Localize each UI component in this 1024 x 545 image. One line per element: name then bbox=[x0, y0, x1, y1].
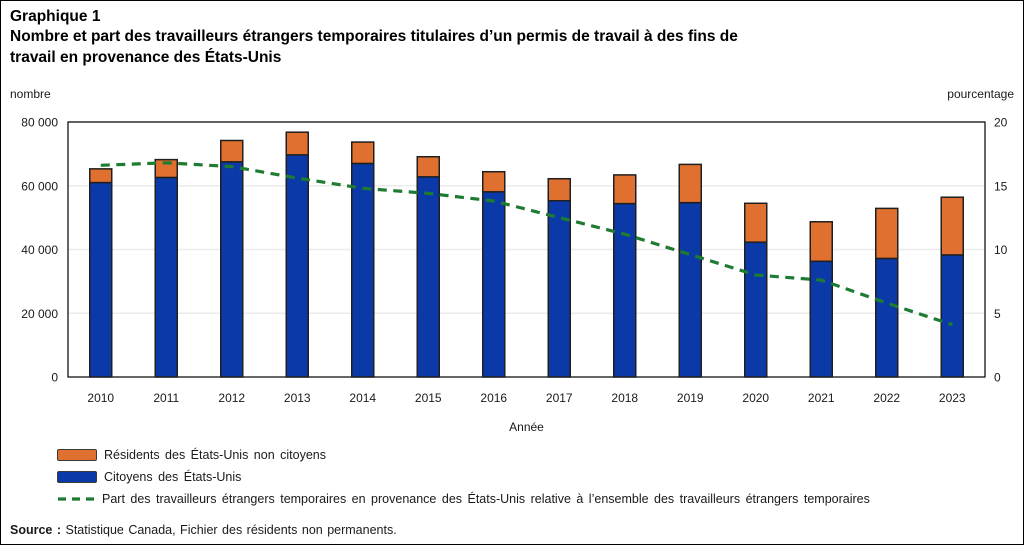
bar-residents-2018 bbox=[613, 174, 637, 205]
left-axis-tick: 60 000 bbox=[21, 179, 58, 193]
source-text: Statistique Canada, Fichier des résident… bbox=[61, 523, 397, 537]
source-note: Source : Statistique Canada, Fichier des… bbox=[10, 523, 397, 537]
dashed-line-swatch-icon bbox=[58, 497, 96, 501]
figure-number: Graphique 1 bbox=[10, 8, 101, 25]
right-axis-tick: 0 bbox=[994, 371, 1001, 385]
bar-residents-2013 bbox=[285, 131, 309, 156]
bar-residents-2022 bbox=[875, 207, 899, 260]
citizens-swatch-icon bbox=[57, 471, 97, 483]
bar-citoyens-2012 bbox=[220, 161, 244, 378]
x-axis-tick: 2023 bbox=[939, 391, 966, 405]
x-axis-tick: 2018 bbox=[611, 391, 638, 405]
bar-citoyens-2018 bbox=[613, 202, 637, 378]
title-block: Graphique 1 Nombre et part des travaille… bbox=[10, 7, 1010, 68]
bar-citoyens-2017 bbox=[547, 199, 571, 378]
bar-citoyens-2020 bbox=[744, 241, 768, 378]
bar-citoyens-2013 bbox=[285, 154, 309, 378]
x-axis-tick: 2014 bbox=[349, 391, 376, 405]
x-axis-tick: 2017 bbox=[546, 391, 573, 405]
bar-residents-2020 bbox=[744, 202, 768, 243]
bar-residents-2012 bbox=[220, 139, 244, 163]
bar-citoyens-2019 bbox=[678, 201, 702, 378]
bar-citoyens-2010 bbox=[89, 181, 113, 378]
x-axis-tick: 2015 bbox=[415, 391, 442, 405]
legend-item-share-line: Part des travailleurs étrangers temporai… bbox=[57, 488, 870, 510]
bar-citoyens-2015 bbox=[416, 176, 440, 378]
right-axis-tick: 20 bbox=[994, 116, 1008, 130]
share-line bbox=[100, 161, 953, 327]
x-axis-tick: 2022 bbox=[873, 391, 900, 405]
right-axis-tick: 5 bbox=[994, 307, 1001, 321]
bar-citoyens-2014 bbox=[351, 162, 375, 378]
residents-swatch-icon bbox=[57, 449, 97, 461]
x-axis-tick: 2013 bbox=[284, 391, 311, 405]
bar-residents-2015 bbox=[416, 155, 440, 178]
left-axis-tick: 0 bbox=[51, 371, 58, 385]
bar-residents-2014 bbox=[351, 141, 375, 165]
bar-residents-2017 bbox=[547, 177, 571, 202]
legend-label-citizens: Citoyens des États-Unis bbox=[104, 470, 242, 484]
x-axis-tick: 2011 bbox=[153, 391, 179, 405]
bar-citoyens-2016 bbox=[482, 191, 506, 378]
left-axis-tick: 40 000 bbox=[21, 243, 58, 257]
x-axis-tick: 2010 bbox=[87, 391, 114, 405]
bar-residents-2019 bbox=[678, 163, 702, 204]
bar-residents-2021 bbox=[809, 221, 833, 263]
right-axis-tick: 15 bbox=[994, 179, 1008, 193]
bar-residents-2010 bbox=[89, 168, 113, 184]
x-axis-tick: 2020 bbox=[742, 391, 769, 405]
bar-residents-2023 bbox=[940, 196, 964, 256]
bar-citoyens-2011 bbox=[154, 176, 178, 378]
source-prefix: Source : bbox=[10, 523, 62, 537]
left-axis-tick: 20 000 bbox=[21, 307, 58, 321]
right-axis-tick: 10 bbox=[994, 243, 1008, 257]
x-axis-tick: 2019 bbox=[677, 391, 704, 405]
bar-residents-2011 bbox=[154, 158, 178, 179]
legend-item-citizens: Citoyens des États-Unis bbox=[57, 466, 870, 488]
legend-label-share: Part des travailleurs étrangers temporai… bbox=[102, 492, 870, 506]
bar-citoyens-2023 bbox=[940, 254, 964, 378]
x-axis-tick: 2021 bbox=[808, 391, 835, 405]
x-axis-tick: 2012 bbox=[218, 391, 245, 405]
right-axis-unit-label: pourcentage bbox=[947, 87, 1014, 101]
x-axis-title: Année bbox=[509, 420, 544, 434]
figure-title-line-2: travail en provenance des États-Unis bbox=[10, 48, 282, 66]
bar-residents-2016 bbox=[482, 170, 506, 193]
chart-legend: Résidents des États-Unis non citoyens Ci… bbox=[57, 444, 870, 510]
x-axis-tick: 2016 bbox=[480, 391, 507, 405]
legend-item-residents: Résidents des États-Unis non citoyens bbox=[57, 444, 870, 466]
plot-border bbox=[67, 121, 986, 378]
figure-title-line-1: Nombre et part des travailleurs étranger… bbox=[10, 28, 738, 46]
bar-citoyens-2022 bbox=[875, 257, 899, 378]
left-axis-tick: 80 000 bbox=[21, 116, 58, 130]
legend-label-residents: Résidents des États-Unis non citoyens bbox=[104, 448, 326, 462]
left-axis-unit-label: nombre bbox=[10, 87, 51, 101]
